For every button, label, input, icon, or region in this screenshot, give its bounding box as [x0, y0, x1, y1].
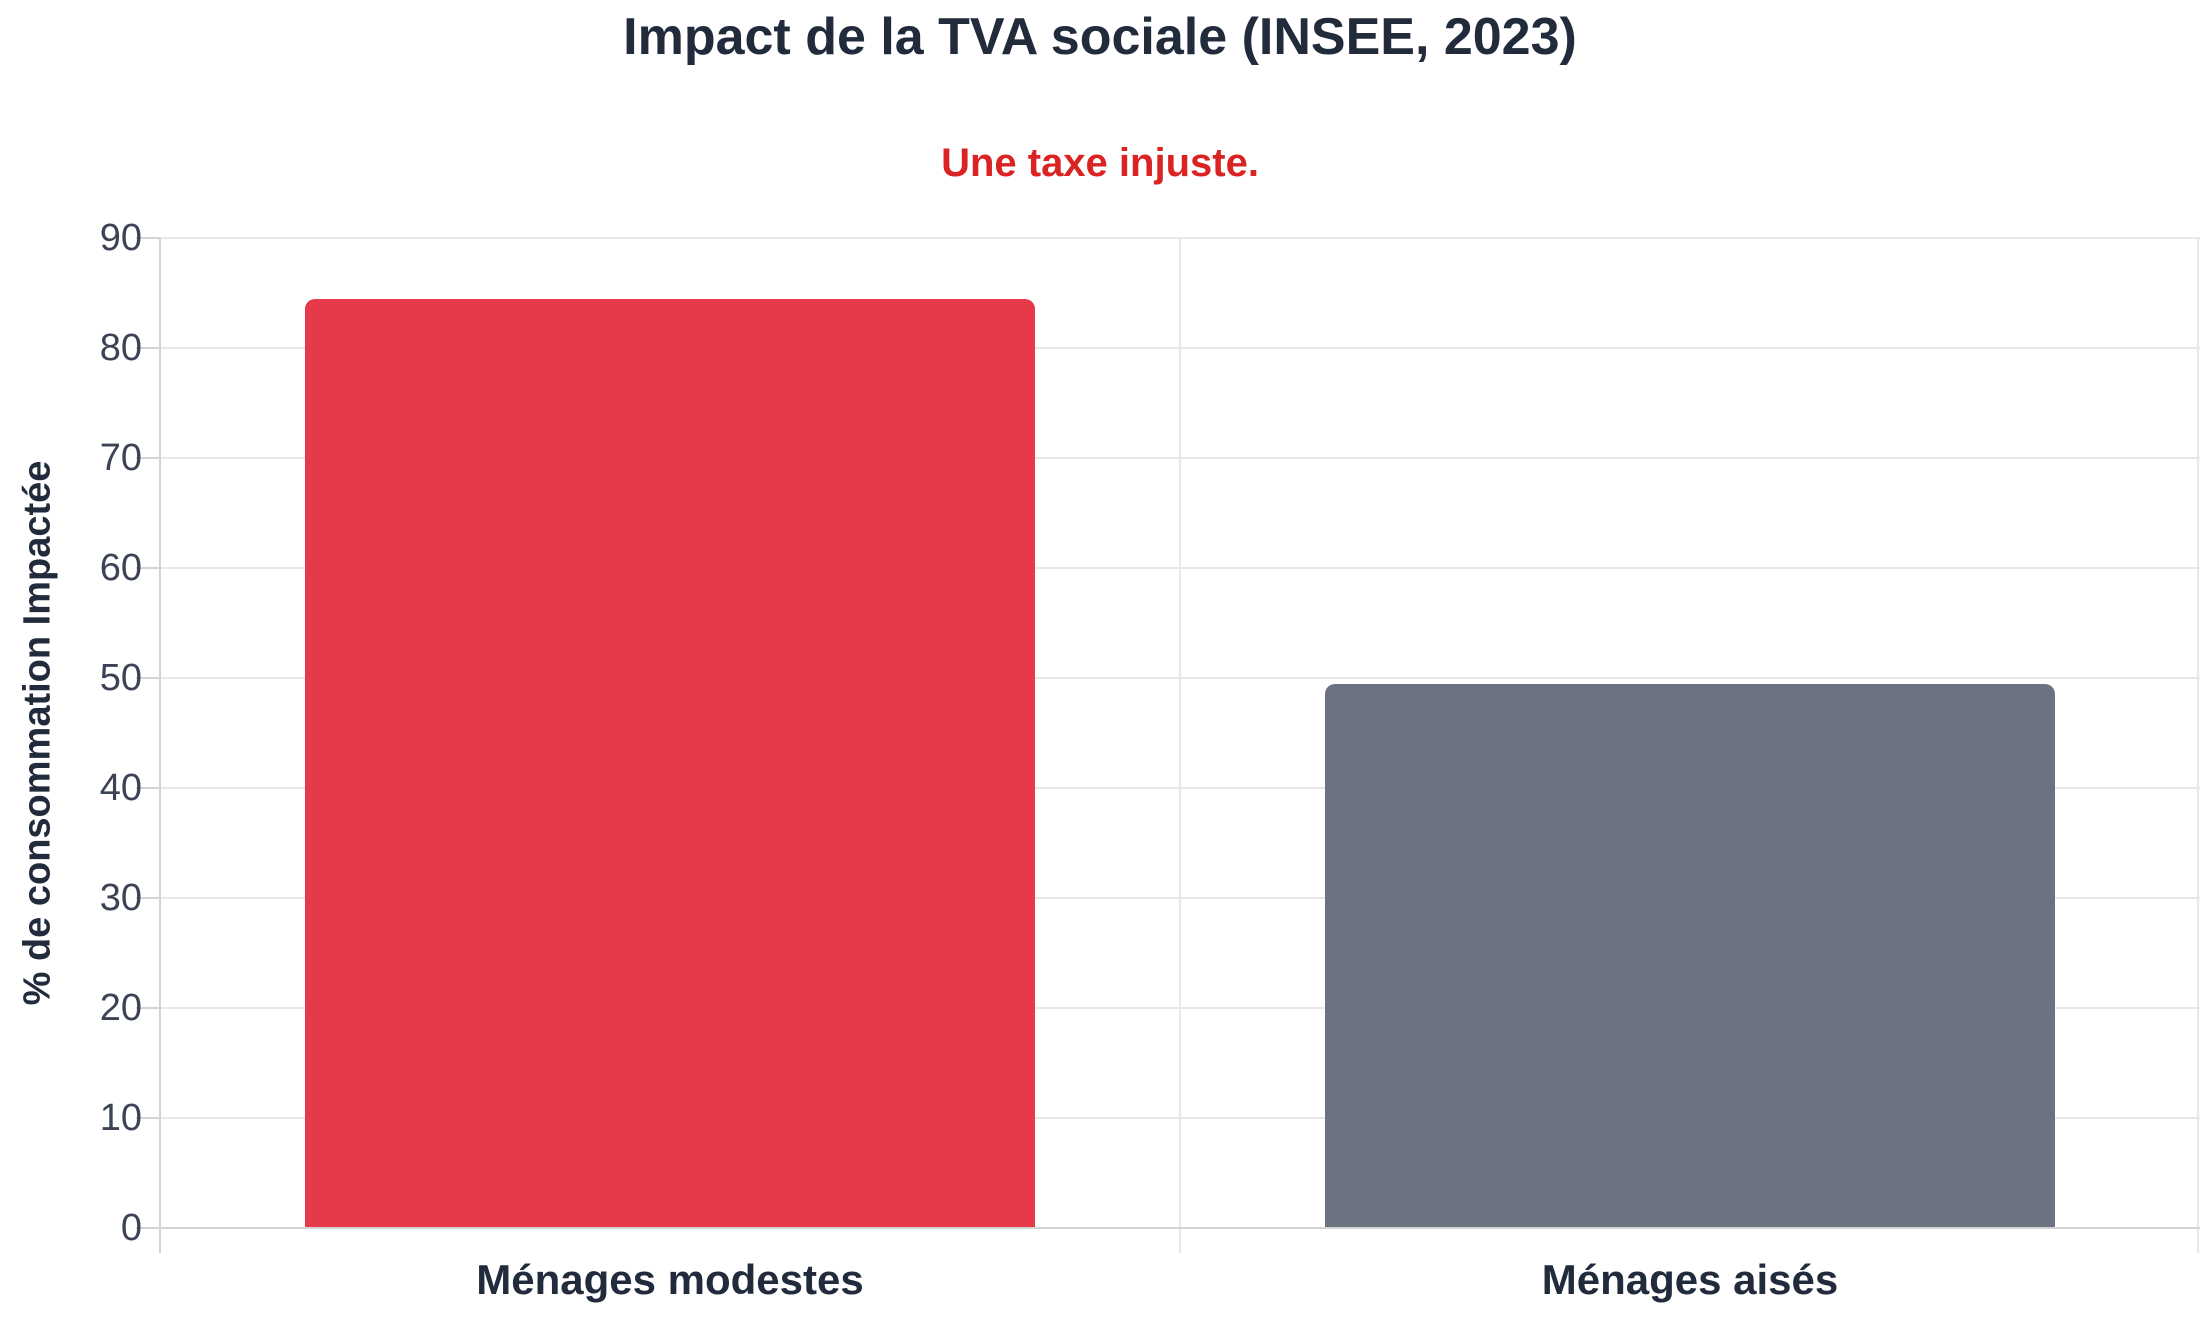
- y-tick-label-90: 90: [99, 217, 142, 259]
- y-axis-title: % de consommation Impactée: [16, 460, 59, 1006]
- y-tick-label-50: 50: [99, 657, 142, 699]
- chart-subtitle: Une taxe injuste.: [941, 141, 1259, 185]
- bar-menages-modestes: [305, 298, 1035, 1228]
- y-tick-mark-80: [136, 347, 160, 349]
- y-tick-label-80: 80: [99, 327, 142, 369]
- gridline-x-right: [2197, 238, 2199, 1253]
- y-tick-mark-50: [136, 677, 160, 679]
- y-tick-mark-70: [136, 457, 160, 459]
- y-tick-mark-30: [136, 897, 160, 899]
- y-tick-label-60: 60: [99, 547, 142, 589]
- y-tick-label-30: 30: [99, 877, 142, 919]
- y-tick-mark-10: [136, 1117, 160, 1119]
- y-tick-label-20: 20: [99, 987, 142, 1029]
- y-axis-line: [159, 238, 161, 1253]
- chart-title: Impact de la TVA sociale (INSEE, 2023): [623, 8, 1577, 66]
- y-tick-label-10: 10: [99, 1097, 142, 1139]
- y-tick-mark-90: [136, 237, 160, 239]
- y-tick-mark-0: [136, 1227, 160, 1229]
- y-tick-mark-40: [136, 787, 160, 789]
- x-axis-label-menages-aises: Ménages aisés: [1541, 1256, 1839, 1303]
- gridline-x-center: [1179, 238, 1181, 1253]
- y-tick-label-70: 70: [99, 437, 142, 479]
- y-tick-mark-60: [136, 567, 160, 569]
- gridline-y-0: [160, 1227, 2200, 1229]
- y-tick-label-0: 0: [120, 1207, 142, 1249]
- y-tick-label-40: 40: [99, 767, 142, 809]
- x-axis-label-menages-modestes: Ménages modestes: [476, 1256, 864, 1303]
- y-tick-mark-20: [136, 1007, 160, 1009]
- bar-menages-aises: [1325, 683, 2055, 1228]
